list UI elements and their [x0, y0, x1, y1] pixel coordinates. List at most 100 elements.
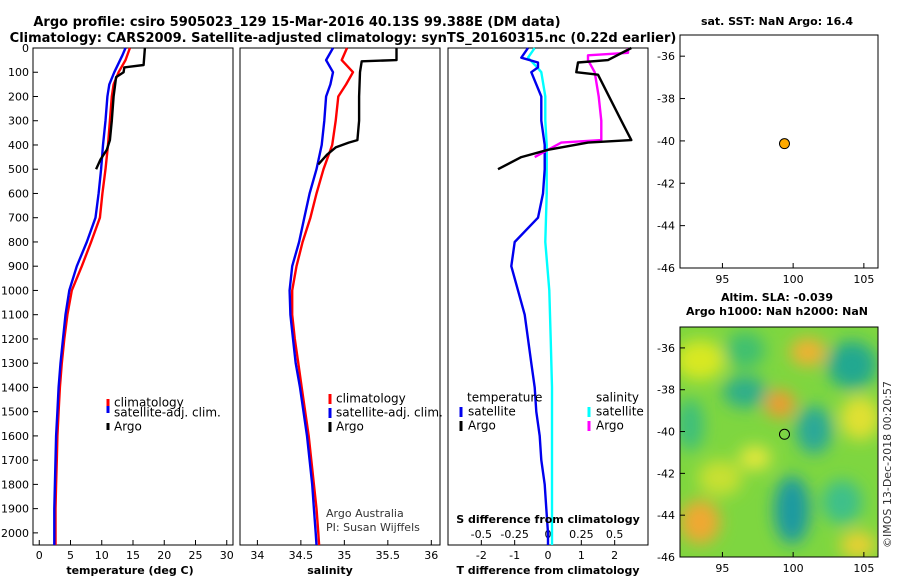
legend-salinity-header: salinity [596, 391, 639, 405]
salinity-satellite-difference-line [526, 47, 554, 545]
salinity-plot-frame [239, 47, 441, 546]
salinity-tick-label: 36 [424, 549, 438, 562]
temperature-satellite-difference-line [510, 47, 550, 545]
temperature-panel: 0100200300400500600700800900100011001200… [1, 42, 234, 577]
map-y-tick-label: -42 [657, 467, 675, 480]
depth-tick-label: 0 [22, 42, 29, 55]
depth-tick-label: 1800 [1, 478, 29, 491]
depth-tick-label: 700 [8, 212, 29, 225]
t-difference-tick-label: -2 [476, 549, 487, 562]
legend-sal-satellite-label: satellite [596, 405, 644, 419]
depth-tick-label: 1700 [1, 454, 29, 467]
legend-climatology-label: climatology [114, 396, 184, 410]
legend-temperature-header: temperature [467, 391, 542, 405]
depth-tick-label: 1600 [1, 430, 29, 443]
legend-sal-argo-label: Argo [596, 419, 624, 433]
depth-tick-label: 1100 [1, 309, 29, 322]
temperature-climatology-line [54, 47, 132, 545]
temperature-argo-difference-line [497, 46, 633, 171]
argo-position-marker [778, 138, 790, 150]
t-difference-xlabel: T difference from climatology [456, 564, 639, 577]
salinity-tick-label: 35 [337, 549, 351, 562]
legend-satellite-label: satellite-adj. clim. [336, 406, 443, 420]
depth-tick-label: 800 [8, 236, 29, 249]
salinity-profiles [288, 47, 398, 546]
map-x-tick-label: 95 [715, 562, 729, 575]
map-y-tick-label: -46 [657, 551, 675, 564]
temperature-legend: climatology satellite-adj. clim. Argo [106, 396, 221, 434]
sst-map: sat. SST: NaN Argo: 16.4 95 100 105 -36 -38 -… [657, 15, 879, 286]
salinity-panel: 34 34.5 35 35.5 36 climatology satellite-adj… [239, 47, 443, 577]
sst-map-axes: 95 100 105 -36 -38 -40 -42 -44 -46 [657, 50, 874, 286]
s-difference-tick-label: -0.25 [500, 528, 528, 541]
t-difference-axis-ticks: -2 -1 0 1 2 [476, 540, 618, 562]
depth-tick-label: 500 [8, 163, 29, 176]
salinity-legend: climatology satellite-adj. clim. Argo [328, 392, 443, 434]
depth-tick-label: 1000 [1, 284, 29, 297]
argo-position-marker [778, 428, 790, 440]
legend-argo-label: Argo [114, 420, 142, 434]
map-x-tick-label: 100 [783, 273, 804, 286]
credit-line2: PI: Susan Wijffels [326, 521, 420, 534]
t-difference-tick-label: 1 [578, 549, 585, 562]
depth-tick-label: 1300 [1, 357, 29, 370]
s-difference-tick-label: -0.5 [471, 528, 492, 541]
temperature-tick-label: 20 [157, 549, 171, 562]
depth-tick-label: 1400 [1, 381, 29, 394]
map-y-tick-label: -42 [657, 177, 675, 190]
difference-legend: temperature salinity satellite Argo sate… [459, 391, 644, 433]
depth-tick-label: 300 [8, 115, 29, 128]
t-difference-tick-label: 2 [611, 549, 618, 562]
figure-title-line1: Argo profile: csiro 5905023_129 15-Mar-2… [33, 15, 560, 30]
map-y-tick-label: -38 [657, 384, 675, 397]
salinity-climatology-line [291, 47, 355, 546]
depth-tick-label: 2000 [1, 527, 29, 540]
t-difference-tick-label: 0 [545, 549, 552, 562]
temperature-xlabel: temperature (deg C) [66, 564, 193, 577]
sla-map-axes: 95 100 105 -36 -38 -40 -42 -44 -46 [657, 342, 874, 575]
legend-temp-satellite-label: satellite [468, 405, 516, 419]
temperature-profiles [53, 47, 147, 545]
map-y-tick-label: -40 [657, 426, 675, 439]
temperature-tick-label: 5 [67, 549, 74, 562]
legend-satellite-label: satellite-adj. clim. [114, 406, 221, 420]
temperature-plot-frame [32, 47, 234, 546]
map-y-tick-label: -40 [657, 135, 675, 148]
temperature-argo-line [95, 47, 147, 170]
depth-tick-label: 100 [8, 66, 29, 79]
salinity-axis-ticks: 34 34.5 35 35.5 36 [250, 540, 438, 562]
map-y-tick-label: -36 [657, 50, 675, 63]
temperature-tick-label: 0 [36, 549, 43, 562]
s-difference-label: S difference from climatology [456, 513, 640, 526]
difference-panel: -2 -1 0 1 2 -0.5 -0.25 0 0.25 0.5 temperature sa… [447, 46, 649, 577]
temperature-satellite-line [53, 47, 127, 545]
map-y-tick-label: -44 [657, 509, 675, 522]
map-y-tick-label: -44 [657, 220, 675, 233]
salinity-tick-label: 35.5 [376, 549, 401, 562]
depth-tick-label: 400 [8, 139, 29, 152]
sla-map: Altim. SLA: -0.039 Argo h1000: NaN h2000… [657, 291, 879, 575]
salinity-tick-label: 34.5 [289, 549, 314, 562]
difference-profiles [497, 46, 633, 545]
temperature-tick-label: 30 [220, 549, 234, 562]
imos-watermark: ©IMOS 13-Dec-2018 00:20:57 [881, 381, 894, 548]
legend-argo-label: Argo [336, 420, 364, 434]
map-y-tick-label: -38 [657, 93, 675, 106]
credit-line1: Argo Australia [326, 507, 404, 520]
depth-tick-label: 1500 [1, 406, 29, 419]
temperature-tick-label: 10 [95, 549, 109, 562]
temperature-axis-ticks: 0 5 10 15 20 25 30 [36, 540, 234, 562]
temperature-tick-label: 15 [126, 549, 140, 562]
s-difference-tick-label: 0.5 [606, 528, 624, 541]
temperature-tick-label: 25 [189, 549, 203, 562]
depth-axis-ticks: 0 100 200 300 400 500 600 700 800 900 1000 1100 1200… [1, 42, 38, 540]
salinity-satellite-line [288, 47, 335, 546]
sla-map-frame [679, 326, 879, 558]
sst-map-title: sat. SST: NaN Argo: 16.4 [701, 15, 853, 28]
map-y-tick-label: -46 [657, 262, 675, 275]
salinity-argo-line [317, 48, 398, 166]
s-difference-tick-label: 0.25 [569, 528, 594, 541]
salinity-argo-difference-line [534, 48, 630, 159]
sla-field [680, 327, 878, 557]
